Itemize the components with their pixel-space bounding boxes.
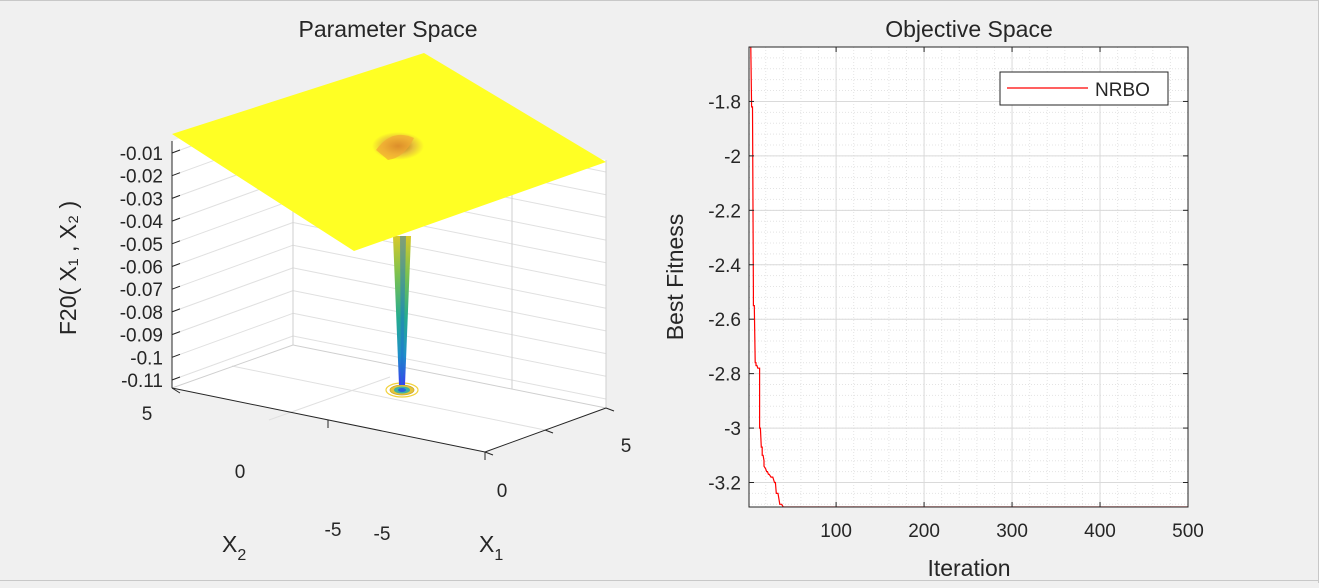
z-tick-mark xyxy=(171,149,181,154)
x1-axis-label: X1 xyxy=(479,531,503,564)
x-tick-label: 500 xyxy=(1172,521,1204,542)
x2-tick-label: 0 xyxy=(235,462,246,483)
x-tick-label: 400 xyxy=(1084,521,1116,542)
z-tick-label: -0.11 xyxy=(121,371,163,392)
wall-grid-line xyxy=(292,335,607,400)
z-tick-label: -0.08 xyxy=(120,303,163,324)
series-layer xyxy=(749,47,1188,507)
wall-grid-line xyxy=(292,267,607,332)
x1-axis-label-main: X xyxy=(479,531,494,557)
x1-tick-mark xyxy=(544,429,554,434)
x1-tick-mark xyxy=(605,407,615,412)
z-tick-label: -0.03 xyxy=(120,189,163,210)
axis-ticks: -1.8 -2 -2.2 -2.4 -2.6 -2.8 -3 -3.2 100 200 300 400… xyxy=(708,47,1204,542)
y-tick-label: -1.8 xyxy=(708,92,741,113)
wall-grid-line xyxy=(171,199,294,245)
x1-tick-mark xyxy=(484,451,494,456)
floor-grid xyxy=(231,365,546,431)
z-tick-label: -0.06 xyxy=(120,258,163,279)
z-tick-mark xyxy=(171,194,181,199)
x2-axis-label: X2 xyxy=(222,531,246,564)
z-tick-label: -0.02 xyxy=(120,167,163,188)
z-tick-mark xyxy=(171,263,181,267)
x-tick-label: 200 xyxy=(908,521,940,542)
window-top-border xyxy=(0,0,1319,1)
x-axis-label: Iteration xyxy=(927,555,1010,581)
wall-grid-line xyxy=(292,244,607,309)
x1-tick-label: 5 xyxy=(621,436,632,457)
z-tick-mark xyxy=(171,172,181,177)
z-tick-mark xyxy=(171,331,181,336)
wall-grid-line xyxy=(171,290,294,336)
window-bottom-border xyxy=(0,580,1319,581)
left-title: Parameter Space xyxy=(299,16,478,42)
z-tick-mark xyxy=(171,217,181,222)
y-tick-label: -3 xyxy=(724,419,741,440)
plot-box xyxy=(748,46,1189,508)
y-tick-label: -3.2 xyxy=(708,474,741,495)
y-tick-label: -2.8 xyxy=(708,365,741,386)
surface-spike-shade xyxy=(400,236,406,385)
y-tick-label: -2.6 xyxy=(708,310,741,331)
z-tick-mark xyxy=(171,308,181,313)
x2-axis-label-main: X xyxy=(222,531,237,557)
wall-grid-line xyxy=(171,335,294,381)
z-tick-label: -0.01 xyxy=(120,144,163,165)
x-tick-label: 300 xyxy=(996,521,1028,542)
z-axis-ticks: -0.01-0.02-0.03-0.04-0.05-0.06-0.07-0.08… xyxy=(120,144,181,392)
z-tick-label: -0.07 xyxy=(120,280,163,301)
surface-pit-ridge xyxy=(376,134,414,160)
major-grid xyxy=(749,47,1188,507)
x-tick-label: 100 xyxy=(820,521,852,542)
x1-axis-label-sub: 1 xyxy=(494,547,503,564)
y-axis-label: Best Fitness xyxy=(662,214,688,341)
series-line-nrbo xyxy=(749,47,1188,507)
plot-area xyxy=(749,47,1188,507)
x2-tick-mark xyxy=(171,387,181,394)
legend-label: NRBO xyxy=(1095,80,1150,101)
z-tick-mark xyxy=(171,353,181,358)
wall-grid-line xyxy=(292,290,607,355)
wall-grid-line xyxy=(171,312,294,358)
x2-tick-label: -5 xyxy=(325,520,342,541)
wall-grid-line xyxy=(171,267,294,313)
wall-grid-line xyxy=(292,312,607,377)
z-tick-label: -0.04 xyxy=(120,212,164,233)
x2-axis-ticks: 5 0 -5 xyxy=(142,404,342,541)
z-tick-label: -0.09 xyxy=(120,326,163,347)
floor-contour xyxy=(385,382,419,398)
parameter-space-axes: Parameter Space xyxy=(55,16,631,564)
y-tick-label: -2 xyxy=(724,147,741,168)
z-tick-mark xyxy=(171,376,181,381)
z-tick-label: -0.1 xyxy=(130,348,163,369)
right-title: Objective Space xyxy=(885,16,1052,42)
z-tick-mark xyxy=(171,285,181,290)
x2-tick-label: 5 xyxy=(142,404,153,425)
x1-axis-ticks: -5 0 5 xyxy=(171,387,632,545)
legend: NRBO xyxy=(999,71,1169,106)
x2-axis-label-sub: 2 xyxy=(237,547,246,564)
wall-grid-line xyxy=(171,222,294,267)
z-tick-mark xyxy=(171,240,181,245)
x1-tick-label: 0 xyxy=(497,481,508,502)
surface-spike xyxy=(393,236,411,385)
y-tick-label: -2.4 xyxy=(708,256,741,277)
x1-tick-label: -5 xyxy=(374,524,391,545)
z-axis-label: F20( X₁ , X₂ ) xyxy=(55,201,81,335)
wall-grid-line xyxy=(171,244,294,290)
y-tick-label: -2.2 xyxy=(708,201,741,222)
objective-space-axes: Objective Space -1.8 -2 -2.2 -2.4 -2.6 -2.8 -3… xyxy=(662,16,1204,581)
z-tick-label: -0.05 xyxy=(120,235,163,256)
